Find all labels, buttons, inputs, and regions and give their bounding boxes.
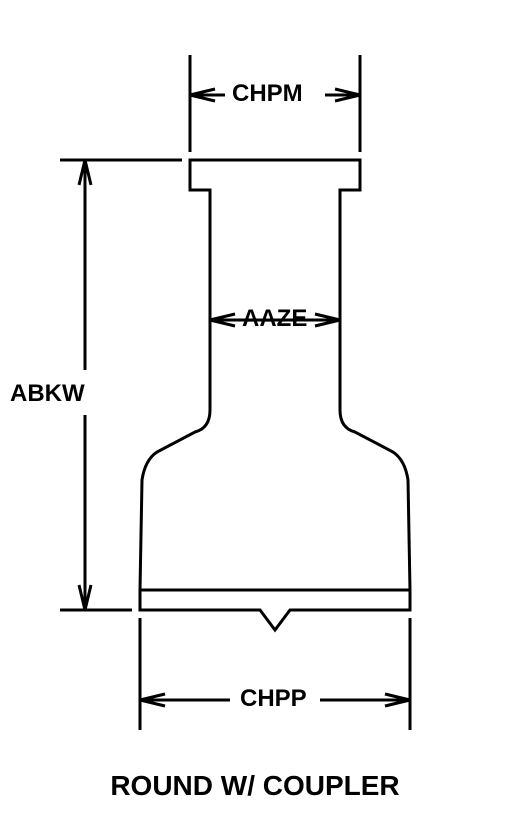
diagram-svg xyxy=(0,0,510,840)
diagram-title: ROUND W/ COUPLER xyxy=(0,770,510,802)
label-top-width: CHPM xyxy=(232,80,303,108)
label-height: ABKW xyxy=(10,380,85,408)
label-neck-width: AAZE xyxy=(242,305,307,333)
label-base-width: CHPP xyxy=(240,685,307,713)
technical-diagram: CHPM AAZE ABKW CHPP ROUND W/ COUPLER xyxy=(0,0,510,840)
